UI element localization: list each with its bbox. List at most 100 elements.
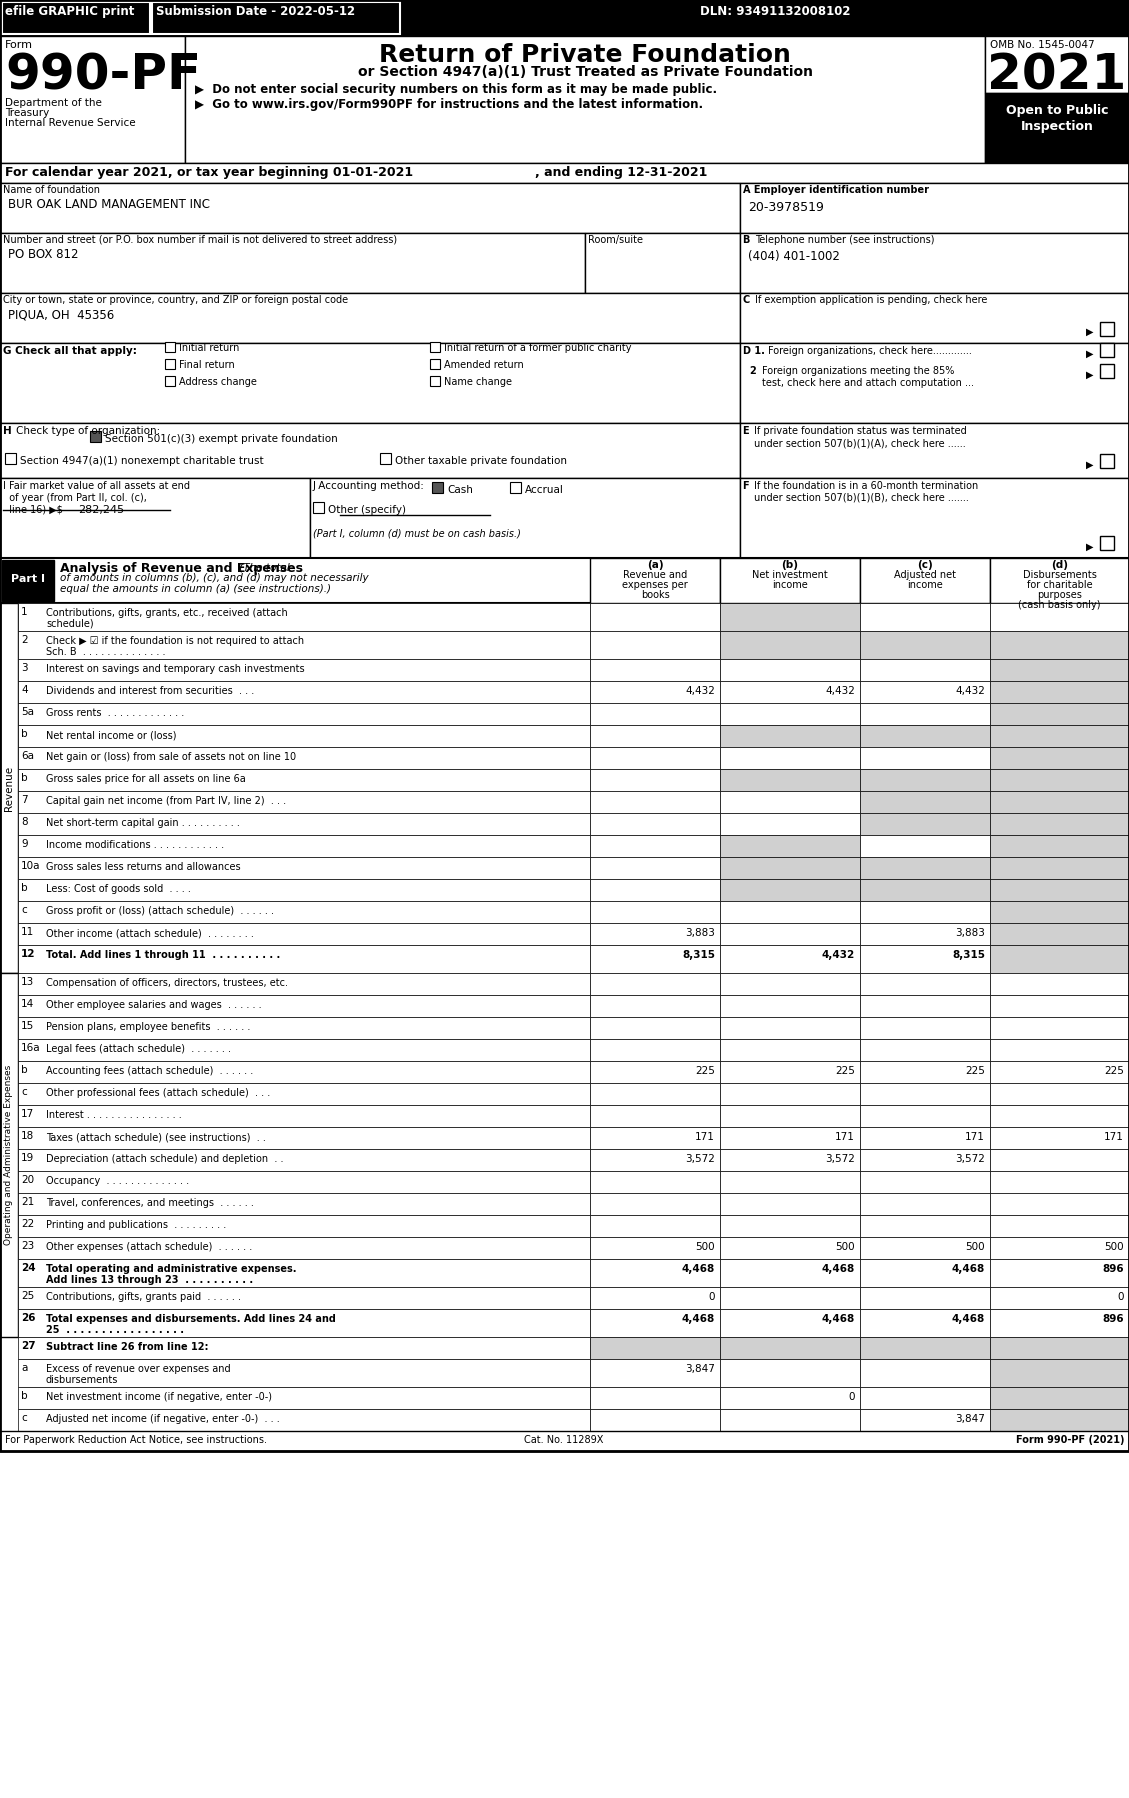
Bar	[990, 1338, 1129, 1359]
Bar	[432, 482, 443, 493]
Bar	[0, 0, 1129, 36]
Text: Less: Cost of goods sold  . . . .: Less: Cost of goods sold . . . .	[46, 885, 191, 894]
Bar	[990, 746, 1129, 770]
Text: Gross profit or (loss) (attach schedule)  . . . . . .: Gross profit or (loss) (attach schedule)…	[46, 906, 274, 915]
Bar	[860, 1170, 990, 1194]
Bar	[720, 813, 860, 834]
Bar	[990, 557, 1129, 602]
Bar	[720, 681, 860, 703]
Text: 5a: 5a	[21, 707, 34, 717]
Bar	[990, 879, 1129, 901]
Text: for charitable: for charitable	[1026, 581, 1093, 590]
Bar	[0, 602, 18, 973]
Bar	[990, 1287, 1129, 1309]
Text: Form: Form	[5, 40, 33, 50]
Text: 19: 19	[21, 1153, 34, 1163]
Text: 896: 896	[1102, 1314, 1124, 1323]
Bar	[18, 1039, 590, 1061]
Text: Name of foundation: Name of foundation	[3, 185, 100, 194]
Bar	[720, 1410, 860, 1431]
Text: 3: 3	[21, 663, 27, 672]
Bar	[18, 1386, 590, 1410]
Bar	[590, 557, 720, 602]
Text: Address change: Address change	[180, 378, 257, 387]
Text: If the foundation is in a 60-month termination: If the foundation is in a 60-month termi…	[754, 482, 978, 491]
Bar	[720, 703, 860, 725]
Bar	[720, 901, 860, 922]
Text: 0: 0	[1118, 1293, 1124, 1302]
Text: Check type of organization:: Check type of organization:	[16, 426, 160, 435]
Bar	[430, 342, 440, 352]
Bar	[990, 1106, 1129, 1127]
Text: E: E	[743, 426, 753, 435]
Text: 3,883: 3,883	[685, 928, 715, 939]
Bar	[720, 973, 860, 994]
Bar	[990, 813, 1129, 834]
Text: disbursements: disbursements	[46, 1375, 119, 1384]
Bar	[18, 1287, 590, 1309]
Text: Occupancy  . . . . . . . . . . . . . .: Occupancy . . . . . . . . . . . . . .	[46, 1176, 190, 1187]
Bar	[990, 973, 1129, 994]
Bar	[720, 1127, 860, 1149]
Bar	[860, 1359, 990, 1386]
Bar	[860, 725, 990, 746]
Bar	[860, 813, 990, 834]
Bar	[720, 879, 860, 901]
Bar	[590, 946, 720, 973]
Bar	[590, 1309, 720, 1338]
Bar	[590, 879, 720, 901]
Text: 4,432: 4,432	[955, 687, 984, 696]
Bar	[860, 660, 990, 681]
Bar	[990, 1127, 1129, 1149]
Bar	[18, 834, 590, 858]
Text: Accounting fees (attach schedule)  . . . . . .: Accounting fees (attach schedule) . . . …	[46, 1066, 253, 1075]
Bar	[990, 946, 1129, 973]
Text: 25: 25	[21, 1291, 34, 1302]
Bar	[90, 432, 100, 442]
Text: (404) 401-1002: (404) 401-1002	[749, 250, 840, 263]
Text: Interest on savings and temporary cash investments: Interest on savings and temporary cash i…	[46, 663, 305, 674]
Text: ▶: ▶	[1086, 370, 1094, 379]
Bar	[1100, 343, 1114, 358]
Text: I Fair market value of all assets at end: I Fair market value of all assets at end	[3, 482, 190, 491]
Bar	[590, 631, 720, 660]
Text: Adjusted net: Adjusted net	[894, 570, 956, 581]
Bar	[18, 1061, 590, 1082]
Text: PO BOX 812: PO BOX 812	[8, 248, 79, 261]
Text: 171: 171	[1104, 1133, 1124, 1142]
Bar	[152, 2, 400, 34]
Text: b: b	[21, 773, 27, 782]
Text: Income modifications . . . . . . . . . . . .: Income modifications . . . . . . . . . .…	[46, 840, 225, 850]
Bar	[590, 834, 720, 858]
Bar	[860, 1061, 990, 1082]
Bar	[990, 901, 1129, 922]
Bar	[18, 703, 590, 725]
Bar	[860, 1410, 990, 1431]
Bar	[720, 660, 860, 681]
Text: ▶: ▶	[1086, 327, 1094, 336]
Text: 0: 0	[849, 1392, 855, 1402]
Bar	[18, 994, 590, 1018]
Text: Internal Revenue Service: Internal Revenue Service	[5, 119, 135, 128]
Text: Legal fees (attach schedule)  . . . . . . .: Legal fees (attach schedule) . . . . . .…	[46, 1045, 231, 1054]
Bar	[720, 1170, 860, 1194]
Text: 7: 7	[21, 795, 27, 806]
Text: 2021: 2021	[988, 50, 1127, 99]
Text: Other income (attach schedule)  . . . . . . . .: Other income (attach schedule) . . . . .…	[46, 928, 254, 939]
Text: of year (from Part II, col. (c),: of year (from Part II, col. (c),	[3, 493, 147, 503]
Bar	[720, 1106, 860, 1127]
Bar	[165, 376, 175, 387]
Bar	[860, 1039, 990, 1061]
Bar	[590, 681, 720, 703]
Text: a: a	[21, 1363, 27, 1374]
Bar	[18, 1194, 590, 1215]
Bar	[720, 1018, 860, 1039]
Text: 17: 17	[21, 1109, 34, 1118]
Bar	[990, 1215, 1129, 1237]
Text: ▶  Go to www.irs.gov/Form990PF for instructions and the latest information.: ▶ Go to www.irs.gov/Form990PF for instru…	[195, 99, 703, 111]
Bar	[2, 2, 150, 34]
Bar	[1100, 455, 1114, 467]
Bar	[0, 1431, 1129, 1451]
Text: 4,468: 4,468	[682, 1264, 715, 1275]
Bar	[984, 36, 1129, 93]
